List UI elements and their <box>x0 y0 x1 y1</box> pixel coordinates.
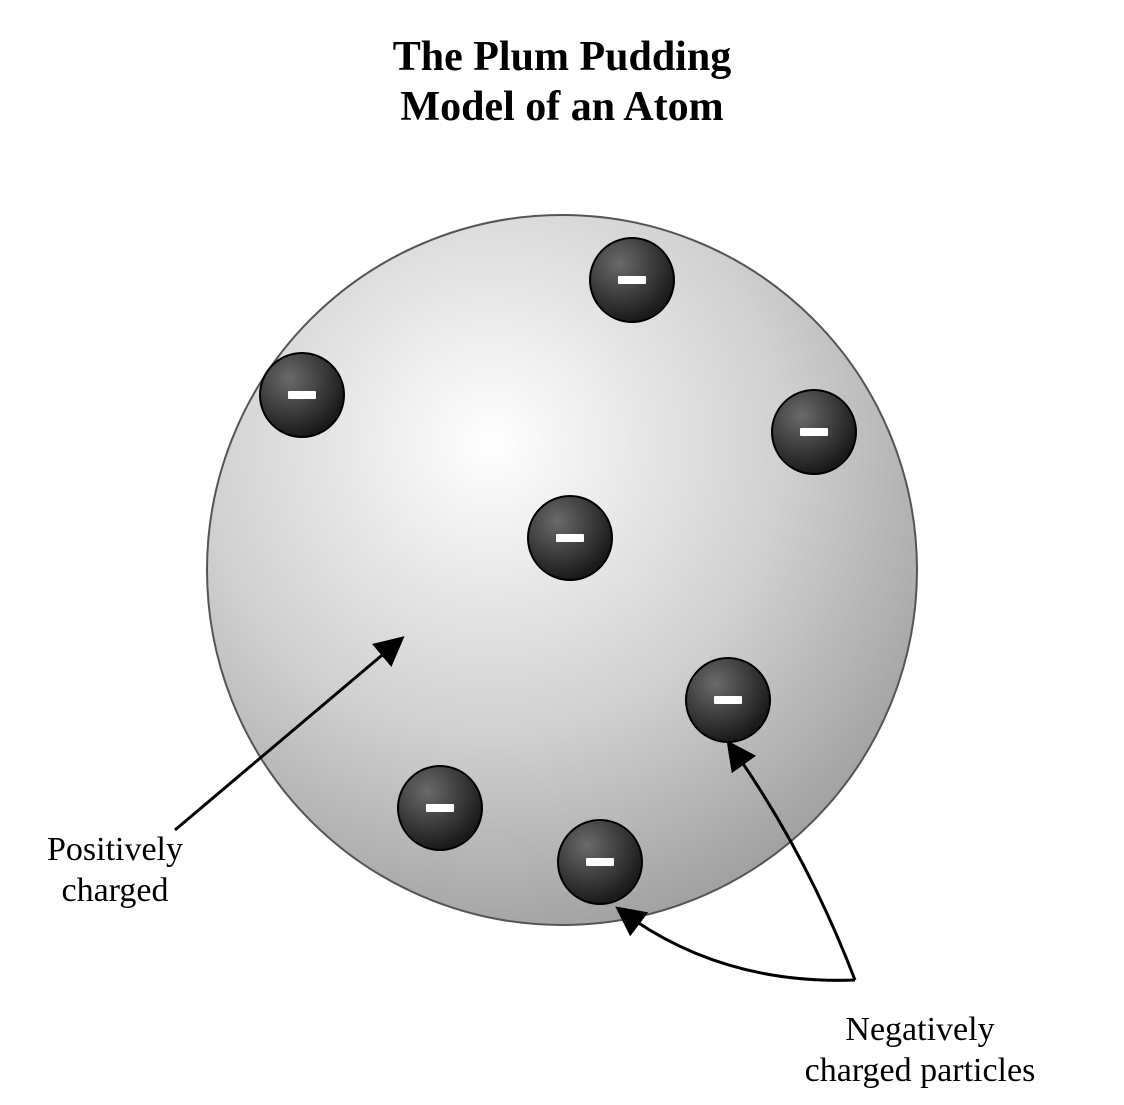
electron <box>260 353 344 437</box>
arrow-negative-2 <box>620 910 855 980</box>
electron <box>558 820 642 904</box>
electron <box>398 766 482 850</box>
minus-icon <box>800 428 828 436</box>
label-negative-line2: charged particles <box>805 1052 1036 1089</box>
label-negative-line1: Negatively <box>845 1011 994 1048</box>
electron <box>590 238 674 322</box>
label-positive-line1: Positively <box>47 831 183 868</box>
label-positive: Positively charged <box>5 830 225 912</box>
minus-icon <box>714 696 742 704</box>
electron <box>686 658 770 742</box>
minus-icon <box>556 534 584 542</box>
minus-icon <box>288 391 316 399</box>
atom-diagram <box>0 0 1124 1105</box>
electron <box>528 496 612 580</box>
electron <box>772 390 856 474</box>
minus-icon <box>618 276 646 284</box>
minus-icon <box>586 858 614 866</box>
label-negative: Negatively charged particles <box>710 1010 1124 1092</box>
minus-icon <box>426 804 454 812</box>
label-positive-line2: charged <box>62 872 169 909</box>
